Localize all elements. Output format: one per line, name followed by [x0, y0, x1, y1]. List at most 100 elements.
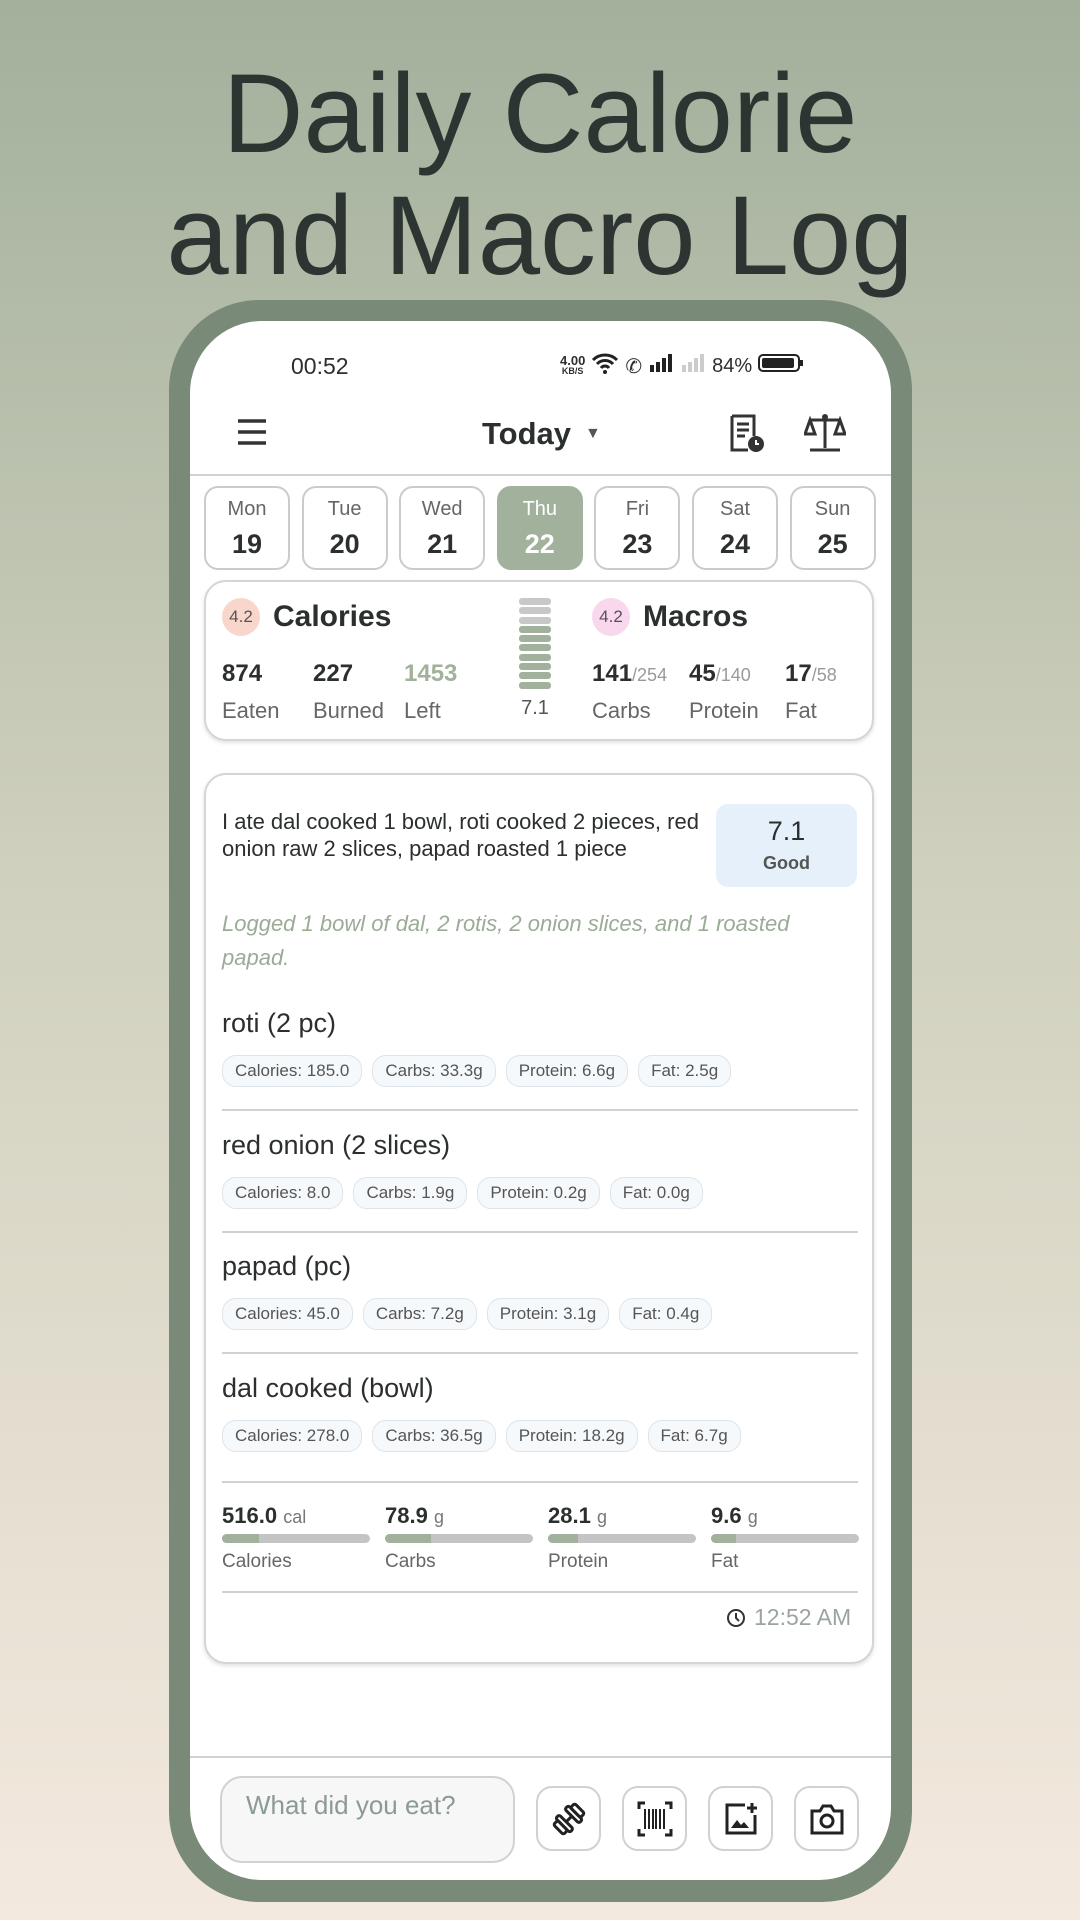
meal-score-box: 7.1 Good — [716, 804, 857, 887]
date-dropdown-label: Today — [482, 416, 571, 451]
day-date: 21 — [427, 529, 458, 559]
day-chip-sun[interactable]: Sun 25 — [789, 486, 876, 570]
score-meter-segment — [519, 672, 551, 680]
calories-title: Calories — [273, 600, 392, 633]
total-label: Carbs — [385, 1551, 436, 1572]
log-history-icon — [730, 414, 764, 452]
total-progress-fill — [222, 1534, 259, 1543]
nutrient-chip: Protein: 18.2g — [505, 1419, 638, 1452]
date-dropdown[interactable]: Today ▼ — [482, 416, 601, 452]
meal-note: Logged 1 bowl of dal, 2 rotis, 2 onion s… — [222, 911, 790, 970]
day-name: Tue — [327, 498, 362, 520]
nutrient-chip: Fat: 6.7g — [647, 1419, 741, 1452]
score-meter-segment — [519, 607, 551, 615]
nutrient-chip: Carbs: 36.5g — [372, 1419, 496, 1452]
meal-score-label: Good — [763, 853, 810, 873]
status-time: 00:52 — [291, 353, 349, 379]
fat-label: Fat — [785, 698, 817, 723]
nutrient-chip: Protein: 0.2g — [477, 1176, 600, 1209]
total-progress-bar — [711, 1534, 859, 1543]
day-date: 19 — [231, 529, 263, 559]
barcode-scan-button[interactable] — [622, 1786, 687, 1851]
eaten-value: 874 — [222, 660, 263, 687]
day-chip-sat[interactable]: Sat 24 — [692, 486, 778, 570]
battery-percent: 84% — [712, 354, 753, 377]
day-name: Sat — [719, 498, 751, 520]
day-chip-fri[interactable]: Fri 23 — [594, 486, 681, 570]
protein-label: Protein — [689, 698, 759, 723]
total-label: Protein — [548, 1551, 609, 1572]
total-progress-fill — [711, 1534, 737, 1543]
nutrient-chip: Calories: 278.0 — [222, 1419, 363, 1452]
totals-divider-bottom — [222, 1591, 858, 1593]
day-name: Fri — [625, 498, 650, 520]
page-title-line-2: and Macro Log — [166, 173, 914, 298]
nutrient-chip: Fat: 0.0g — [609, 1176, 703, 1209]
nutrient-chip: Fat: 0.4g — [619, 1298, 713, 1330]
wifi-call-icon: ✆ — [625, 355, 643, 378]
meal-description: I ate dal cooked 1 bowl, roti cooked 2 p… — [222, 809, 699, 861]
score-meter-segment — [519, 598, 551, 605]
nutrient-chip: Carbs: 1.9g — [353, 1176, 468, 1209]
barcode-icon — [637, 1801, 672, 1836]
weight-scale-button[interactable] — [802, 412, 848, 459]
meal-timestamp: 12:52 AM — [726, 1604, 851, 1631]
day-name: Wed — [421, 498, 463, 520]
total-progress-fill — [548, 1534, 578, 1543]
history-button[interactable] — [728, 414, 768, 459]
nutrient-chip: Fat: 2.5g — [638, 1055, 732, 1087]
macros-title: Macros — [643, 600, 749, 633]
nutrient-chip: Calories: 45.0 — [222, 1298, 353, 1330]
caret-down-icon: ▼ — [585, 425, 601, 442]
score-meter-segment — [519, 663, 551, 671]
burned-label: Burned — [313, 698, 384, 723]
macros-score-badge: 4.2 — [592, 598, 630, 636]
meal-entry-card[interactable] — [204, 773, 874, 1664]
item-divider — [222, 1230, 858, 1233]
header-divider — [190, 474, 891, 476]
food-item-name: dal cooked (bowl) — [222, 1372, 434, 1403]
score-meter-segment — [519, 635, 551, 643]
item-divider — [222, 1109, 858, 1111]
meal-score-value: 7.1 — [767, 816, 806, 846]
food-item-nutrients: Calories: 45.0 Carbs: 7.2g Protein: 3.1g Fa… — [222, 1298, 722, 1330]
total-unit: g — [596, 1507, 607, 1527]
wifi-icon — [591, 352, 619, 380]
score-meter-segment — [519, 616, 551, 624]
clock-icon — [727, 1608, 745, 1627]
total-progress-fill — [385, 1534, 431, 1543]
food-input[interactable]: What did you eat? — [220, 1776, 515, 1863]
burned-value: 227 — [313, 660, 354, 687]
food-item-nutrients: Calories: 278.0 Carbs: 36.5g Protein: 18.2… — [222, 1419, 751, 1452]
food-item-name: papad (pc) — [222, 1251, 352, 1281]
status-icons: 4.00 KB/S ✆ 84% — [560, 352, 804, 380]
page-title-line-1: Daily Calorie — [222, 51, 858, 176]
day-chip-thu[interactable]: Thu 22 — [496, 486, 583, 570]
camera-button[interactable] — [794, 1786, 859, 1851]
day-chip-tue[interactable]: Tue 20 — [301, 486, 388, 570]
day-chip-mon[interactable]: Mon 19 — [204, 486, 290, 570]
left-value: 1453 — [404, 660, 458, 687]
day-date: 25 — [817, 529, 848, 559]
food-item-name: roti (2 pc) — [222, 1008, 337, 1038]
day-date: 23 — [622, 529, 653, 559]
nutrient-chip: Carbs: 7.2g — [362, 1298, 477, 1330]
carbs-value: 141/254 — [592, 660, 668, 687]
eaten-label: Eaten — [222, 698, 280, 723]
total-progress-bar — [548, 1534, 696, 1543]
total-label: Fat — [711, 1551, 739, 1572]
score-meter-segment — [519, 644, 551, 652]
total-unit: cal — [283, 1507, 307, 1527]
day-date: 20 — [329, 529, 360, 559]
camera-icon — [810, 1804, 843, 1834]
add-photo-button[interactable] — [708, 1786, 773, 1851]
menu-button[interactable] — [236, 416, 268, 453]
nutrient-chip: Calories: 8.0 — [222, 1176, 344, 1209]
exercise-button[interactable] — [536, 1786, 601, 1851]
day-score-value: 7.1 — [521, 697, 549, 719]
score-meter-segment — [519, 681, 551, 689]
day-chip-wed[interactable]: Wed 21 — [399, 486, 486, 570]
nutrient-chip: Protein: 6.6g — [505, 1055, 629, 1087]
balance-scale-icon — [802, 414, 848, 452]
day-name: Thu — [522, 498, 558, 520]
